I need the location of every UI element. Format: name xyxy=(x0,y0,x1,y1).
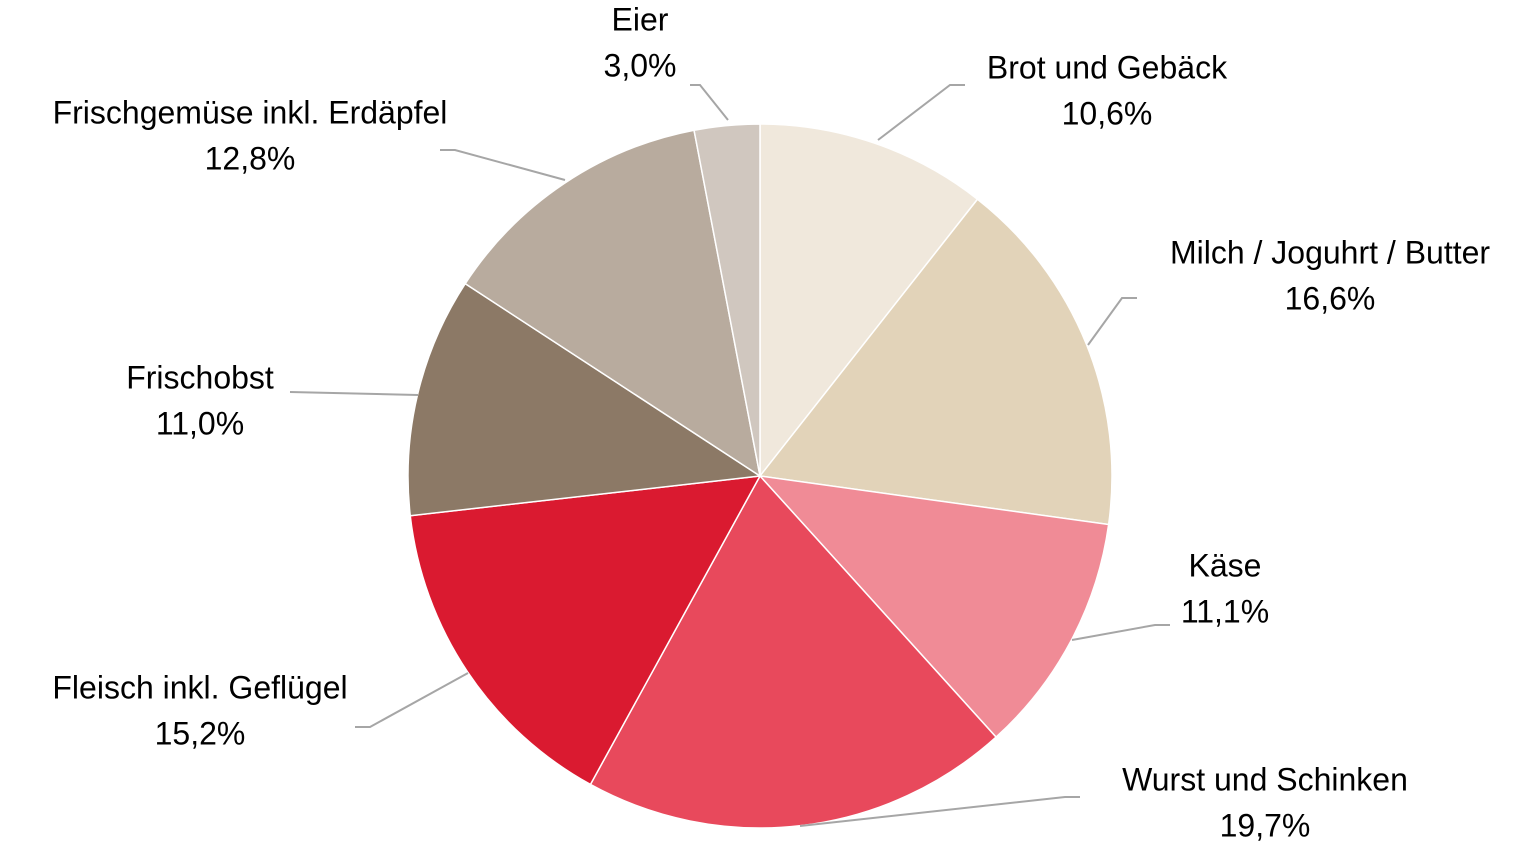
slice-value-label: 19,7% xyxy=(1220,807,1311,842)
slice-label: Eier xyxy=(612,1,669,37)
slice-value-label: 16,6% xyxy=(1285,280,1376,316)
slice-value-label: 11,1% xyxy=(1181,593,1269,629)
leader-line xyxy=(440,149,566,181)
pie-slice xyxy=(758,474,1110,739)
slice-label: Frischobst xyxy=(126,359,274,395)
slice-value-label: 3,0% xyxy=(604,47,677,83)
pie-slice xyxy=(464,129,762,478)
leader-line xyxy=(799,796,1080,827)
pie-slice xyxy=(409,475,762,786)
slice-value-label: 12,8% xyxy=(205,140,296,176)
pie-slice xyxy=(758,198,1113,526)
pie-slice xyxy=(693,123,761,477)
slice-value-label: 10,6% xyxy=(1062,95,1153,131)
slice-label: Milch / Joguhrt / Butter xyxy=(1170,234,1490,270)
leader-line xyxy=(289,391,419,396)
leader-line xyxy=(1071,624,1170,641)
slice-label: Frischgemüse inkl. Erdäpfel xyxy=(53,94,448,130)
slice-label: Fleisch inkl. Geflügel xyxy=(52,669,347,705)
slice-label: Wurst und Schinken xyxy=(1122,761,1408,797)
leader-line xyxy=(877,84,965,141)
slice-label: Käse xyxy=(1189,547,1262,583)
leader-line xyxy=(690,84,729,121)
slice-value-label: 11,0% xyxy=(156,405,244,441)
slice-label: Brot und Gebäck xyxy=(987,49,1228,85)
pie-slice xyxy=(759,123,979,479)
leader-line xyxy=(1087,297,1137,346)
leader-line xyxy=(355,672,469,728)
slice-value-label: 15,2% xyxy=(155,715,246,751)
